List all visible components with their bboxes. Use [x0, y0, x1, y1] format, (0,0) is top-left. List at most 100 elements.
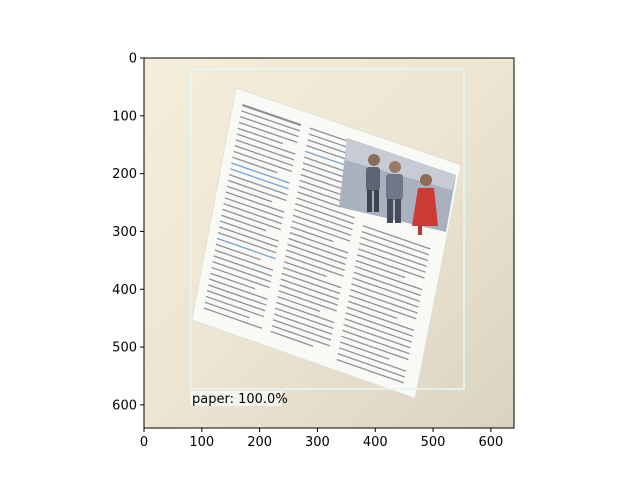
text-line — [239, 115, 299, 138]
image-area: paper: 100.0% — [144, 58, 514, 428]
text-line — [207, 284, 267, 306]
detection-label: paper: 100.0% — [192, 392, 288, 407]
text-line — [353, 271, 422, 297]
text-line — [347, 300, 398, 320]
text-line — [228, 173, 288, 196]
text-line — [219, 226, 278, 248]
people-photo — [339, 138, 456, 235]
text-line — [274, 307, 334, 330]
text-line — [292, 214, 352, 236]
text-line — [213, 255, 273, 277]
text-line — [241, 110, 300, 132]
text-line — [235, 139, 295, 161]
text-line — [339, 341, 390, 360]
text-line — [355, 259, 406, 279]
text-line — [276, 301, 335, 324]
text-line — [222, 208, 281, 231]
text-line — [288, 237, 348, 260]
text-line — [226, 185, 272, 203]
text-line — [348, 294, 417, 320]
text-line — [345, 312, 414, 337]
text-line — [217, 232, 277, 254]
text-line — [350, 289, 418, 314]
axes-frame — [143, 57, 515, 429]
text-line — [296, 197, 355, 219]
text-line — [203, 307, 263, 329]
article-text — [203, 103, 431, 384]
text-line — [341, 335, 409, 361]
text-line — [223, 203, 283, 225]
text-line — [344, 318, 412, 343]
text-line — [337, 353, 406, 378]
x-tick-label: 500 — [421, 435, 446, 450]
text-line — [221, 214, 267, 232]
text-line — [346, 306, 415, 332]
text-line — [214, 249, 274, 271]
text-line — [281, 272, 341, 295]
detection-label-bg — [190, 391, 282, 406]
text-line — [234, 144, 294, 167]
text-line — [272, 319, 332, 341]
x-tick-label: 300 — [305, 435, 330, 450]
text-line — [358, 248, 426, 273]
text-line — [283, 261, 327, 278]
text-line — [289, 232, 349, 254]
text-line — [354, 265, 423, 291]
text-line — [205, 295, 265, 318]
text-line — [282, 266, 342, 289]
text-line — [291, 220, 351, 242]
x-tick-label: 100 — [189, 435, 214, 450]
y-tick-label: 400 — [112, 283, 137, 298]
paper-sheet — [191, 87, 462, 399]
text-line — [277, 295, 321, 312]
y-axis: 0 100 200 300 400 500 600 — [112, 52, 144, 413]
y-tick-label: 500 — [112, 341, 137, 356]
text-line — [356, 254, 425, 279]
text-line — [270, 330, 314, 347]
text-line — [278, 290, 337, 312]
y-tick-label: 600 — [112, 398, 137, 413]
text-line — [237, 127, 284, 145]
text-line — [230, 168, 289, 190]
text-line — [359, 242, 427, 267]
text-line — [231, 162, 290, 184]
x-tick-label: 600 — [478, 435, 503, 450]
text-line — [342, 329, 410, 355]
text-line — [215, 243, 261, 261]
x-tick-label: 200 — [247, 435, 272, 450]
y-tick-label: 100 — [112, 109, 137, 124]
text-line — [211, 266, 270, 289]
text-line — [224, 197, 284, 219]
text-line — [204, 301, 250, 319]
text-line — [293, 208, 353, 231]
text-line — [285, 255, 344, 277]
text-line — [336, 358, 404, 384]
y-tick-label: 300 — [112, 225, 137, 240]
text-line — [295, 203, 354, 225]
text-line — [227, 179, 287, 202]
text-line — [220, 220, 279, 242]
text-line — [338, 347, 407, 372]
x-tick-label: 400 — [363, 435, 388, 450]
text-line — [238, 121, 298, 144]
y-tick-label: 200 — [112, 167, 137, 182]
text-line — [287, 243, 346, 266]
text-line — [273, 313, 333, 335]
text-line — [361, 230, 430, 256]
text-line — [360, 236, 428, 262]
text-line — [209, 278, 268, 300]
text-line — [232, 156, 278, 174]
text-line — [206, 290, 266, 312]
x-tick-label: 0 — [140, 435, 148, 450]
text-line — [279, 284, 338, 306]
text-line — [216, 237, 276, 260]
text-line — [352, 277, 420, 302]
text-line — [304, 156, 348, 173]
text-line — [233, 150, 293, 173]
x-axis: 0 100 200 300 400 500 600 — [140, 428, 503, 450]
text-line — [271, 324, 331, 347]
text-line — [343, 323, 411, 349]
text-line — [212, 261, 271, 283]
text-line — [351, 283, 419, 308]
